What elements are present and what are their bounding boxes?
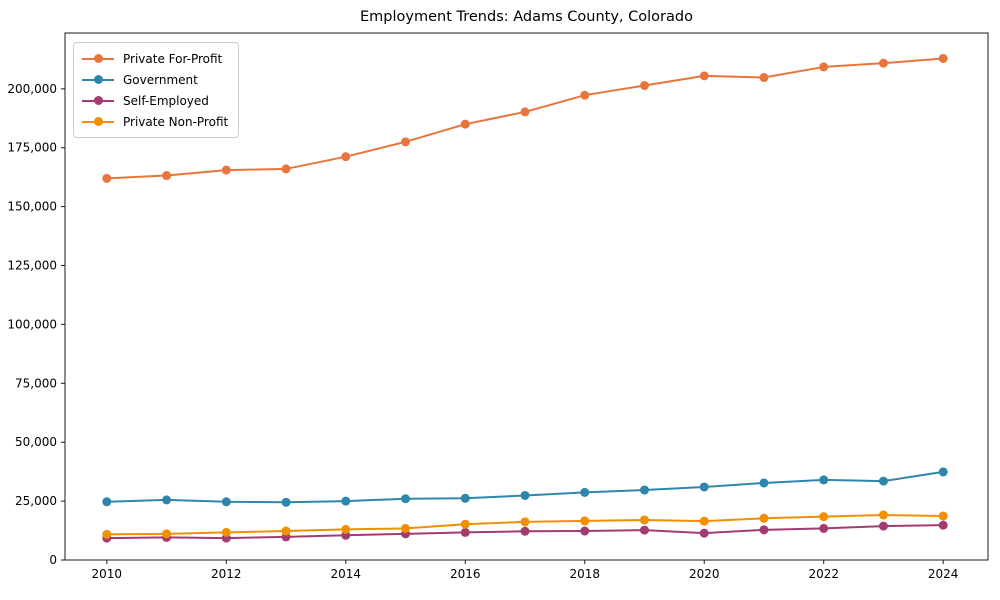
data-point-private-non-profit (162, 529, 172, 539)
y-tick-label: 200,000 (7, 82, 57, 96)
legend-item-government: Government (82, 69, 228, 90)
data-point-government (460, 493, 470, 503)
y-tick-label: 100,000 (7, 317, 57, 331)
data-point-private-for-profit (878, 58, 888, 68)
data-point-private-for-profit (162, 171, 172, 181)
chart-title: Employment Trends: Adams County, Colorad… (360, 9, 693, 25)
data-point-private-for-profit (281, 164, 291, 174)
data-point-self-employed (580, 526, 590, 536)
data-point-private-for-profit (221, 165, 231, 175)
legend-item-private-non-profit: Private Non-Profit (82, 111, 228, 132)
legend-marker-icon (82, 117, 114, 126)
data-point-private-non-profit (639, 515, 649, 525)
data-point-private-non-profit (699, 516, 709, 526)
data-point-private-non-profit (759, 513, 769, 523)
data-point-private-non-profit (221, 527, 231, 537)
data-point-government (580, 487, 590, 497)
legend-marker-icon (82, 75, 114, 84)
data-point-self-employed (639, 525, 649, 535)
data-point-private-non-profit (102, 529, 112, 539)
x-tick-label: 2024 (928, 567, 959, 581)
data-point-private-for-profit (819, 62, 829, 72)
x-tick-label: 2012 (211, 567, 242, 581)
data-point-private-non-profit (819, 512, 829, 522)
data-point-self-employed (938, 520, 948, 530)
data-point-self-employed (878, 521, 888, 531)
data-point-government (878, 476, 888, 486)
data-point-private-non-profit (938, 511, 948, 521)
x-tick-label: 2018 (569, 567, 600, 581)
data-point-government (759, 478, 769, 488)
data-point-self-employed (460, 527, 470, 537)
data-point-self-employed (759, 525, 769, 535)
y-tick-label: 175,000 (7, 141, 57, 155)
legend-label: Government (123, 72, 198, 87)
data-point-private-non-profit (580, 516, 590, 526)
y-tick-label: 25,000 (15, 494, 57, 508)
legend-label: Self-Employed (123, 93, 209, 108)
x-tick-label: 2016 (450, 567, 481, 581)
data-point-government (819, 475, 829, 485)
data-point-government (639, 485, 649, 495)
data-point-private-for-profit (401, 137, 411, 147)
data-point-self-employed (699, 528, 709, 538)
data-point-government (162, 495, 172, 505)
data-point-self-employed (520, 526, 530, 536)
data-point-private-for-profit (580, 90, 590, 100)
legend-marker-icon (82, 54, 114, 63)
data-point-private-non-profit (341, 524, 351, 534)
data-point-private-for-profit (938, 53, 948, 63)
legend-item-self-employed: Self-Employed (82, 90, 228, 111)
legend-item-private-for-profit: Private For-Profit (82, 48, 228, 69)
legend-label: Private For-Profit (123, 51, 223, 66)
data-point-private-for-profit (102, 173, 112, 183)
data-point-government (102, 497, 112, 507)
data-point-private-non-profit (878, 510, 888, 520)
data-point-government (520, 490, 530, 500)
data-point-government (401, 494, 411, 504)
data-point-government (938, 467, 948, 477)
x-tick-label: 2010 (92, 567, 123, 581)
data-point-private-for-profit (460, 119, 470, 129)
legend: Private For-Profit Government Self-Employe… (73, 42, 240, 138)
data-point-private-non-profit (460, 519, 470, 529)
data-point-private-non-profit (281, 526, 291, 536)
y-tick-label: 50,000 (15, 435, 57, 449)
data-point-government (699, 482, 709, 492)
axes-frame (64, 32, 989, 561)
x-tick-label: 2022 (808, 567, 839, 581)
y-tick-label: 125,000 (7, 259, 57, 273)
x-tick-label: 2014 (331, 567, 362, 581)
data-point-self-employed (819, 523, 829, 533)
y-tick-label: 150,000 (7, 200, 57, 214)
y-tick-label: 0 (49, 553, 57, 567)
legend-marker-icon (82, 96, 114, 105)
data-point-government (281, 497, 291, 507)
data-point-private-for-profit (759, 73, 769, 83)
data-point-private-for-profit (639, 81, 649, 91)
data-point-government (221, 497, 231, 507)
data-point-private-non-profit (401, 523, 411, 533)
y-tick-label: 75,000 (15, 376, 57, 390)
legend-label: Private Non-Profit (123, 114, 229, 129)
x-tick-label: 2020 (689, 567, 720, 581)
data-point-private-for-profit (520, 107, 530, 117)
data-point-private-for-profit (341, 152, 351, 162)
data-point-private-non-profit (520, 517, 530, 527)
data-point-government (341, 496, 351, 506)
data-point-private-for-profit (699, 71, 709, 81)
